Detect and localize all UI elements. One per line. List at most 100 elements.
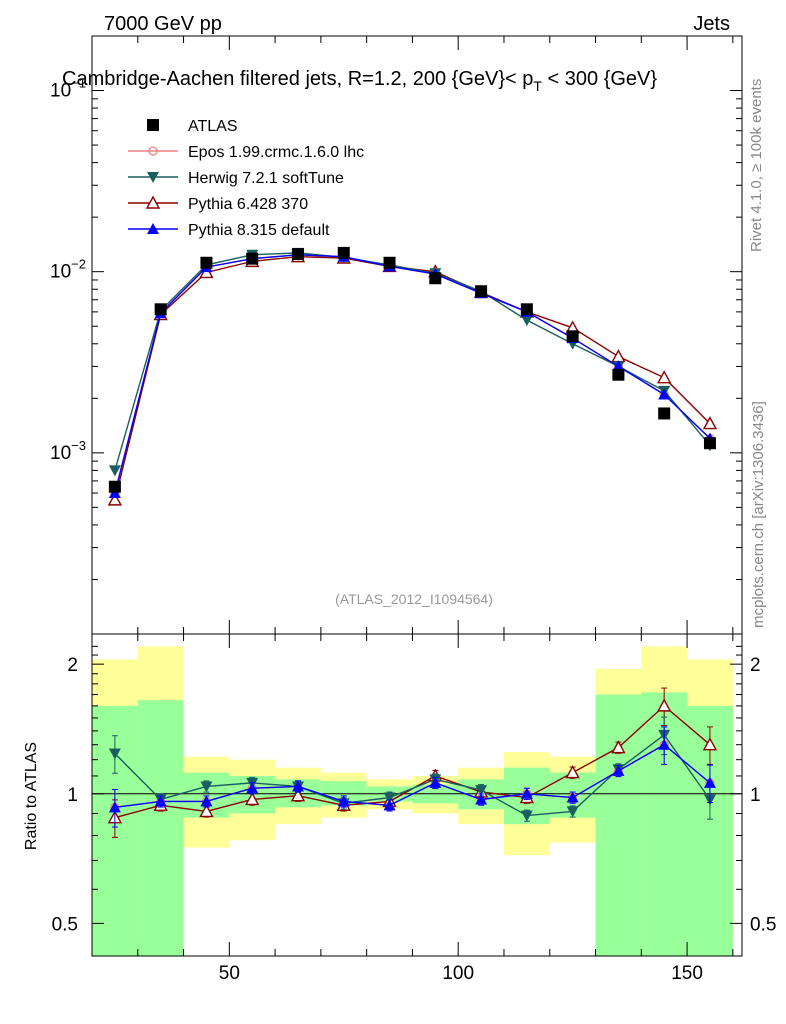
ratio-point-pythia6 bbox=[702, 737, 718, 751]
data-point-pythia6 bbox=[611, 349, 626, 363]
main-y-tick-base: 10 bbox=[50, 443, 71, 464]
data-point-pythia6 bbox=[107, 492, 123, 506]
ratio-point-pythia8 bbox=[154, 795, 167, 807]
chart-title-tail: < 300 {GeV} bbox=[542, 68, 657, 90]
data-point-atlas bbox=[612, 368, 625, 381]
series-line-herwig bbox=[114, 252, 711, 471]
data-point-atlas bbox=[475, 285, 488, 298]
legend-item-herwig: Herwig 7.2.1 softTune bbox=[128, 170, 344, 187]
ratio-point-pythia8 bbox=[703, 776, 716, 788]
main-series-atlas bbox=[108, 246, 716, 493]
uncertainty-band-inner bbox=[595, 694, 642, 956]
ratio-point-pythia6 bbox=[657, 698, 672, 712]
ratio-point-herwig bbox=[383, 792, 396, 804]
main-y-tick-label: 10−1 bbox=[50, 76, 86, 102]
ratio-point-pythia6 bbox=[611, 740, 626, 754]
legend-label: ATLAS bbox=[188, 118, 238, 135]
ratio-y-tick-label: 2 bbox=[67, 655, 78, 676]
ratio-point-pythia8 bbox=[108, 801, 121, 813]
ratio-y-tick-label-right: 2 bbox=[750, 655, 761, 676]
ratio-frame bbox=[91, 633, 743, 957]
ratio-y-tick-label: 0.5 bbox=[52, 914, 78, 935]
x-tick-label: 50 bbox=[219, 963, 240, 984]
main-y-tick-base: 10 bbox=[50, 262, 71, 283]
ratio-line-pythia8 bbox=[114, 743, 711, 809]
ratio-point-herwig bbox=[566, 806, 579, 818]
main-series-pythia8 bbox=[108, 248, 716, 499]
legend-marker-herwig bbox=[147, 172, 159, 183]
ratio-point-pythia8 bbox=[429, 776, 442, 788]
ratio-point-pythia6 bbox=[199, 803, 214, 818]
ratio-point-herwig bbox=[520, 810, 533, 822]
ratio-point-herwig bbox=[475, 785, 488, 797]
x-tick-label: 100 bbox=[442, 963, 474, 984]
data-point-pythia8 bbox=[658, 388, 671, 400]
chart-title: Cambridge-Aachen filtered jets, R=1.2, 2… bbox=[62, 68, 657, 94]
legend-marker-pythia6 bbox=[145, 195, 161, 209]
main-y-tick-exp: −2 bbox=[71, 257, 86, 272]
x-tick-label: 150 bbox=[671, 963, 703, 984]
data-point-atlas bbox=[566, 330, 579, 343]
data-point-pythia6 bbox=[702, 416, 718, 430]
ratio-series-pythia8 bbox=[108, 726, 716, 828]
ratio-y-tick-label-right: 0.5 bbox=[750, 914, 776, 935]
ratio-point-pythia8 bbox=[291, 780, 304, 792]
main-series-pythia6 bbox=[107, 249, 718, 506]
ratio-point-pythia8 bbox=[566, 791, 579, 803]
legend-label: Pythia 6.428 370 bbox=[188, 196, 308, 213]
ratio-point-pythia8 bbox=[383, 799, 396, 811]
header-left: 7000 GeV pp bbox=[104, 13, 222, 35]
ratio-point-pythia6 bbox=[565, 765, 580, 779]
legend-item-pythia8: Pythia 8.315 default bbox=[128, 222, 330, 239]
chart-title-main: Cambridge-Aachen filtered jets, R=1.2, 2… bbox=[62, 68, 533, 90]
ratio-point-pythia8 bbox=[337, 795, 350, 807]
side-label-upper: Rivet 4.1.0, ≥ 100k events bbox=[748, 79, 765, 252]
main-y-tick-base: 10 bbox=[50, 81, 71, 102]
ratio-point-pythia8 bbox=[520, 787, 533, 799]
main-y-tick-exp: −1 bbox=[71, 76, 86, 91]
ratio-point-pythia8 bbox=[246, 782, 259, 794]
chart-title-sub: T bbox=[533, 78, 542, 94]
legend-item-atlas: ATLAS bbox=[147, 118, 238, 135]
legend-label: Pythia 8.315 default bbox=[188, 222, 330, 239]
legend-marker-pythia8 bbox=[147, 223, 159, 234]
main-panel: 10−110−210−3 bbox=[50, 35, 743, 635]
legend-label: Epos 1.99.crmc.1.6.0 lhc bbox=[188, 144, 364, 161]
legend-marker-atlas bbox=[147, 119, 159, 131]
main-y-tick-label: 10−3 bbox=[50, 438, 86, 464]
data-point-atlas bbox=[658, 407, 671, 420]
data-point-atlas bbox=[520, 303, 533, 316]
main-y-tick-label: 10−2 bbox=[50, 257, 86, 283]
ratio-point-pythia6 bbox=[290, 788, 306, 802]
data-point-atlas bbox=[703, 437, 716, 450]
data-point-herwig bbox=[520, 315, 533, 327]
data-point-atlas bbox=[383, 256, 396, 269]
ratio-y-tick-label: 1 bbox=[67, 785, 78, 806]
legend-label: Herwig 7.2.1 softTune bbox=[188, 170, 344, 187]
ratio-point-pythia6 bbox=[245, 792, 260, 806]
uncertainty-band-inner bbox=[137, 700, 184, 956]
ratio-panel: 0.5 0.5 1 1 2 2 50 100 150 bbox=[52, 633, 776, 984]
ratio-point-herwig bbox=[200, 781, 213, 793]
data-point-atlas bbox=[200, 256, 213, 269]
ratio-point-pythia8 bbox=[658, 738, 671, 750]
series-line-pythia8 bbox=[114, 254, 711, 494]
data-point-atlas bbox=[108, 480, 121, 493]
data-point-atlas bbox=[429, 272, 442, 285]
data-point-herwig bbox=[108, 465, 121, 477]
data-point-pythia6 bbox=[657, 370, 672, 384]
data-point-atlas bbox=[246, 252, 259, 265]
ratio-point-pythia8 bbox=[475, 793, 488, 805]
ratio-ylabel: Ratio to ATLAS bbox=[23, 742, 40, 850]
legend-item-pythia6: Pythia 6.428 370 bbox=[128, 195, 308, 213]
legend-item-epos: Epos 1.99.crmc.1.6.0 lhc bbox=[128, 144, 364, 161]
data-point-atlas bbox=[337, 246, 350, 259]
ratio-point-pythia8 bbox=[200, 795, 213, 807]
main-y-tick-exp: −3 bbox=[71, 438, 86, 453]
data-point-atlas bbox=[291, 248, 304, 261]
ratio-y-tick-label-right: 1 bbox=[750, 785, 761, 806]
side-label-lower: mcplots.cern.ch [arXiv:1306.3436] bbox=[750, 401, 767, 628]
legend: ATLAS Epos 1.99.crmc.1.6.0 lhc Herwig 7.2.… bbox=[128, 118, 364, 239]
ratio-line-herwig bbox=[114, 733, 711, 817]
